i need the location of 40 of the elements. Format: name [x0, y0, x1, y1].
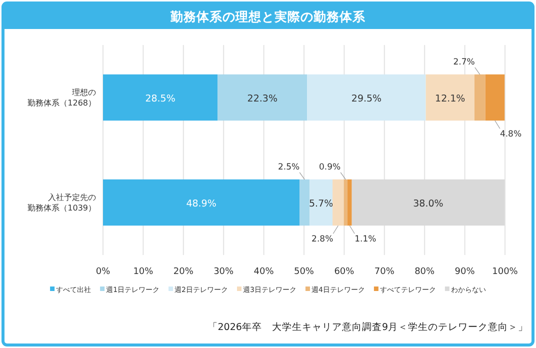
data-label: 2.7%	[453, 57, 475, 68]
bar	[218, 74, 308, 121]
x-tick-label: 40%	[254, 267, 274, 277]
bar	[344, 179, 348, 226]
x-tick-label: 0%	[96, 267, 111, 277]
data-label: 1.1%	[354, 234, 376, 245]
bar	[426, 74, 474, 121]
bar	[307, 74, 426, 121]
text: 「2026年卒 大学生キャリア意向調査9月＜学生のテレワーク意向＞」	[208, 321, 528, 333]
x-tick-label: 20%	[173, 267, 194, 277]
x-tick-label: 100%	[492, 267, 518, 277]
data-label: 2.5%	[278, 162, 300, 172]
x-tick-label: 70%	[374, 267, 395, 277]
bar	[103, 179, 300, 226]
data-label: 22.3%	[247, 94, 278, 104]
x-tick-label: 10%	[133, 267, 154, 277]
y-tick-label: 入社予定先の勤務体系（1039）	[28, 193, 96, 212]
x-tick-label: 60%	[334, 267, 355, 277]
bar	[474, 74, 486, 121]
bar	[485, 74, 505, 121]
data-label: 2.8%	[312, 234, 334, 245]
x-tick-label: 80%	[414, 267, 436, 277]
bar	[332, 179, 344, 226]
data-label: 29.5%	[351, 94, 382, 104]
x-tick-label: 50%	[294, 267, 314, 277]
data-label: 38.0%	[413, 198, 444, 210]
x-tick-label: 90%	[454, 267, 476, 277]
bar	[347, 179, 352, 226]
bar	[310, 179, 333, 226]
bar	[300, 179, 310, 226]
data-label: 0.9%	[319, 162, 341, 172]
data-label: 28.5%	[145, 94, 176, 104]
bar	[103, 74, 218, 121]
chart-title: 勤務体系の理想と実際の勤務体系	[170, 9, 366, 24]
data-label: 48.9%	[186, 198, 216, 210]
data-label: 5.7%	[309, 198, 334, 210]
data-label: 12.1%	[435, 94, 466, 104]
data-label: 4.8%	[500, 130, 522, 140]
x-tick-label: 30%	[214, 267, 234, 277]
y-tick-label: 理想の勤務体系（1268）	[28, 88, 96, 108]
